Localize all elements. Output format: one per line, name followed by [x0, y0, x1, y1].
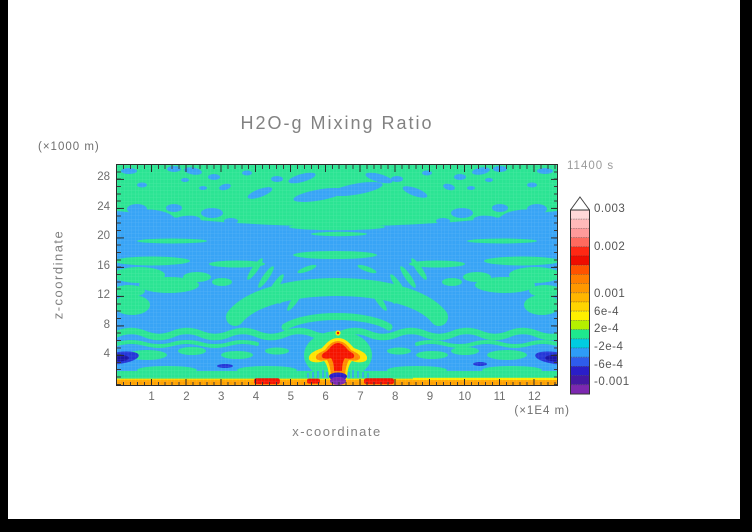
y-tick-16: 16	[97, 259, 110, 272]
y-tick-24: 24	[97, 200, 110, 213]
x-tick-4: 4	[252, 391, 260, 403]
x-tick-12: 12	[527, 391, 541, 403]
y-tick-28: 28	[97, 171, 110, 183]
cbar-label-m2e-4: -2e-4	[594, 341, 624, 353]
plot-area	[116, 164, 558, 386]
cbar-label-2e-4: 2e-4	[594, 323, 620, 335]
x-tick-2: 2	[183, 391, 190, 403]
x-axis-unit: (×1E4 m)	[514, 405, 570, 417]
cbar-label-m0001: -0.001	[594, 376, 630, 388]
y-tick-12: 12	[97, 289, 110, 301]
x-tick-5: 5	[287, 391, 294, 403]
x-tick-7: 7	[357, 391, 364, 403]
x-tick-8: 8	[391, 391, 399, 403]
x-tick-3: 3	[217, 391, 225, 403]
y-axis-title: z-coordinate	[50, 229, 66, 319]
y-tick-20: 20	[97, 230, 110, 242]
x-tick-6: 6	[322, 391, 329, 403]
colorbar-arrow	[570, 196, 590, 211]
cbar-label-0002: 0.002	[594, 241, 626, 253]
cbar-label-6e-4: 6e-4	[594, 306, 620, 318]
y-tick-4: 4	[103, 348, 110, 360]
x-axis-title: x-coordinate	[292, 424, 382, 439]
plot-page: H2O-g Mixing Ratio (×1000 m) 11400 s z-c…	[8, 0, 740, 519]
x-tick-11: 11	[493, 391, 506, 403]
time-annotation: 11400 s	[567, 160, 615, 172]
x-tick-10: 10	[458, 391, 472, 403]
y-axis-unit: (×1000 m)	[38, 141, 100, 153]
colorbar	[570, 196, 590, 395]
contour-field	[117, 165, 557, 385]
model-mesh	[117, 165, 557, 385]
chart-title: H2O-g Mixing Ratio	[240, 113, 434, 133]
y-tick-8: 8	[103, 318, 110, 331]
cbar-label-0003: 0.003	[594, 203, 626, 215]
x-tick-9: 9	[426, 391, 434, 403]
x-tick-1: 1	[148, 391, 155, 403]
cbar-label-0001: 0.001	[594, 288, 626, 300]
cbar-label-m6e-4: -6e-4	[594, 359, 624, 371]
